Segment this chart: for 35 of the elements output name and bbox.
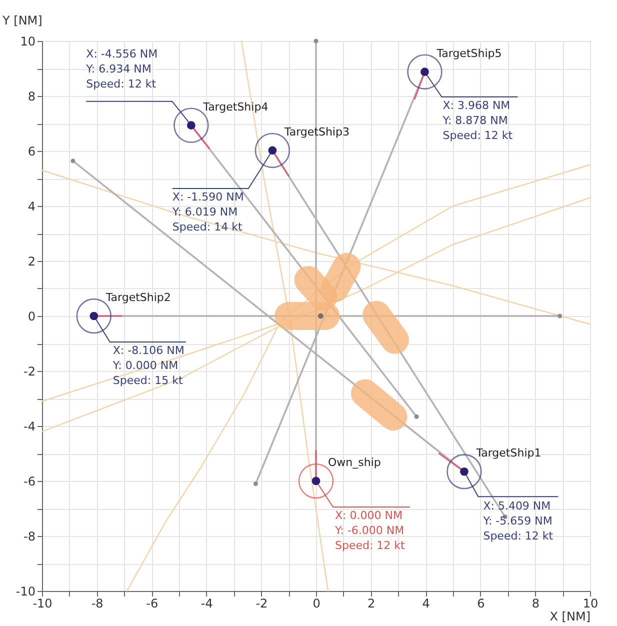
annotation: X: -8.106 NM Y: 0.000 NM Speed: 15 kt xyxy=(112,344,184,387)
annotation: X: 0.000 NM Y: -6.000 NM Speed: 12 kt xyxy=(334,509,406,552)
y-tick-label: 6 xyxy=(28,144,36,158)
series-label: TargetShip1 xyxy=(475,446,542,460)
annotation: X: 3.968 NM Y: 8.878 NM Speed: 12 kt xyxy=(442,98,514,142)
x-tick-label: -6 xyxy=(146,596,158,610)
y-axis-title: Y [NM] xyxy=(2,14,42,28)
x-tick-label: 2 xyxy=(367,596,376,610)
series-label: Own_ship xyxy=(328,456,381,469)
x-tick-label: -4 xyxy=(200,596,213,610)
y-tick-label: -10 xyxy=(16,584,36,598)
y-tick-label: -6 xyxy=(24,474,36,488)
y-tick-label: -8 xyxy=(24,530,36,544)
series-label: TargetShip3 xyxy=(283,125,350,138)
y-tick-label: 10 xyxy=(20,34,36,48)
annotation: X: -1.590 NM Y: 6.019 NM Speed: 14 kt xyxy=(171,190,244,234)
y-tick-label: -2 xyxy=(24,364,36,378)
x-tick-label: -2 xyxy=(256,596,268,610)
y-tick-label: -4 xyxy=(24,420,36,434)
y-tick-label: 8 xyxy=(28,90,36,104)
x-tick-label: 0 xyxy=(312,596,320,610)
x-tick-label: 8 xyxy=(532,596,540,610)
y-tick-label: 0 xyxy=(28,310,36,324)
x-tick-label: 10 xyxy=(582,596,598,610)
y-tick-label: 4 xyxy=(28,200,36,214)
x-axis-title: X [NM] xyxy=(550,610,590,624)
series-label: TargetShip2 xyxy=(104,291,171,304)
annotation: X: 5.409 NM Y: -5.659 NM Speed: 12 kt xyxy=(482,500,554,543)
annotation: X: -4.556 NM Y: 6.934 NM Speed: 12 kt xyxy=(85,47,158,90)
series-label: TargetShip5 xyxy=(436,46,502,60)
x-tick-label: -8 xyxy=(91,596,104,610)
y-tick-label: 2 xyxy=(28,254,36,268)
x-tick-label: 4 xyxy=(422,596,430,610)
series-label: TargetShip4 xyxy=(202,100,268,114)
x-tick-label: 6 xyxy=(477,596,485,610)
